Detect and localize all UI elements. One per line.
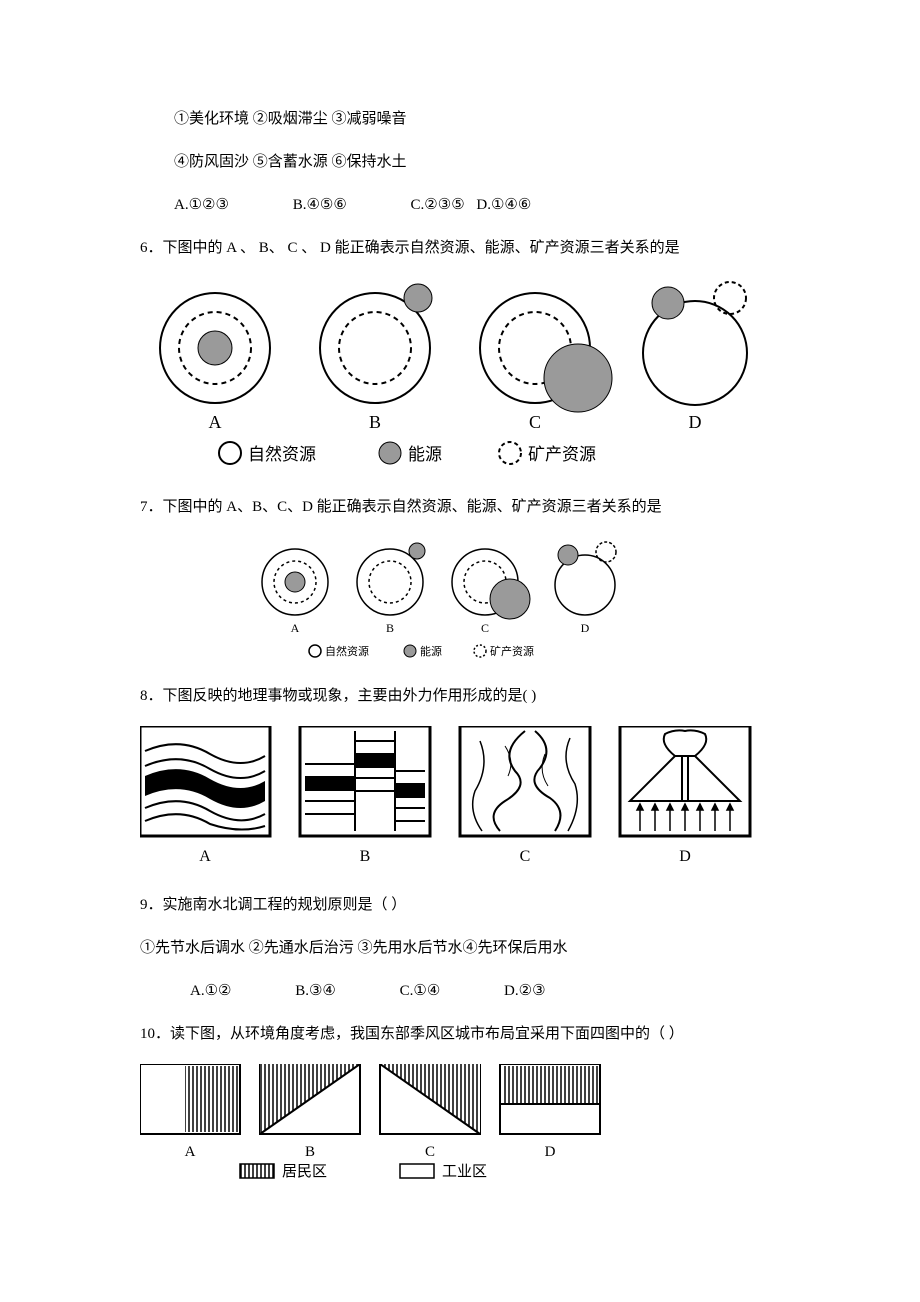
q8-label-d: D bbox=[679, 848, 691, 865]
q7-legend-c: 矿产资源 bbox=[490, 644, 534, 658]
q5-statements-1: ①美化环境 ②吸烟滞尘 ③减弱噪音 bbox=[140, 106, 780, 133]
q10-label-a: A bbox=[185, 1144, 196, 1160]
q5-options: A.①②③ B.④⑤⑥ C.②③⑤ D.①④⑥ bbox=[140, 192, 780, 219]
q7-label-a: A bbox=[291, 621, 300, 635]
q9-text: 9．实施南水北调工程的规划原则是（ ） bbox=[140, 892, 780, 919]
q7-figure: A B C D 自然资源 bbox=[140, 537, 780, 667]
q6-label-d: D bbox=[689, 412, 702, 432]
q7-text: 7．下图中的 A、B、C、D 能正确表示自然资源、能源、矿产资源三者关系的是 bbox=[140, 494, 780, 521]
q9-opt-c: C.①④ bbox=[400, 978, 441, 1005]
q10-figure: A B C D bbox=[140, 1064, 780, 1184]
q7-label-b: B bbox=[386, 621, 394, 635]
q6-legend-c: 矿产资源 bbox=[528, 445, 596, 464]
q9-statements: ①先节水后调水 ②先通水后治污 ③先用水后节水④先环保后用水 bbox=[140, 935, 780, 962]
q6-label-a: A bbox=[209, 412, 222, 432]
q10-label-b: B bbox=[305, 1144, 315, 1160]
q5-statements-2: ④防风固沙 ⑤含蓄水源 ⑥保持水土 bbox=[140, 149, 780, 176]
q8-label-c: C bbox=[520, 848, 531, 865]
q10-legend-ind: 工业区 bbox=[442, 1163, 487, 1180]
q10-label-c: C bbox=[425, 1144, 435, 1160]
q6-figure: A B C D bbox=[140, 278, 780, 478]
q6-legend-a: 自然资源 bbox=[248, 445, 316, 464]
q6-label-c: C bbox=[529, 412, 541, 432]
q6-text: 6．下图中的 A 、 B、 C 、 D 能正确表示自然资源、能源、矿产资源三者关… bbox=[140, 235, 780, 262]
q7-label-d: D bbox=[581, 621, 590, 635]
q9-opt-b: B.③④ bbox=[295, 978, 336, 1005]
q6-legend-b: 能源 bbox=[408, 445, 442, 464]
q8-label-a: A bbox=[199, 848, 211, 865]
q10-text: 10．读下图，从环境角度考虑，我国东部季风区城市布局宜采用下面四图中的（ ） bbox=[140, 1021, 780, 1048]
q7-legend-b: 能源 bbox=[420, 644, 442, 658]
q9-opt-a: A.①② bbox=[190, 978, 231, 1005]
q7-legend-a: 自然资源 bbox=[325, 644, 369, 658]
q5-opt-c: C.②③⑤ bbox=[411, 192, 465, 219]
q10-legend-res: 居民区 bbox=[282, 1164, 327, 1180]
q5-opt-d: D.①④⑥ bbox=[476, 192, 531, 219]
q7-label-c: C bbox=[481, 621, 489, 635]
q6-label-b: B bbox=[369, 412, 381, 432]
q10-label-d: D bbox=[545, 1144, 556, 1160]
q8-label-b: B bbox=[360, 848, 371, 865]
q5-opt-a: A.①②③ bbox=[174, 192, 229, 219]
q9-options: A.①② B.③④ C.①④ D.②③ bbox=[140, 978, 780, 1005]
q8-figure: A bbox=[140, 726, 780, 876]
q9-opt-d: D.②③ bbox=[504, 978, 545, 1005]
q5-opt-b: B.④⑤⑥ bbox=[293, 192, 347, 219]
q8-text: 8．下图反映的地理事物或现象，主要由外力作用形成的是( ) bbox=[140, 683, 780, 710]
